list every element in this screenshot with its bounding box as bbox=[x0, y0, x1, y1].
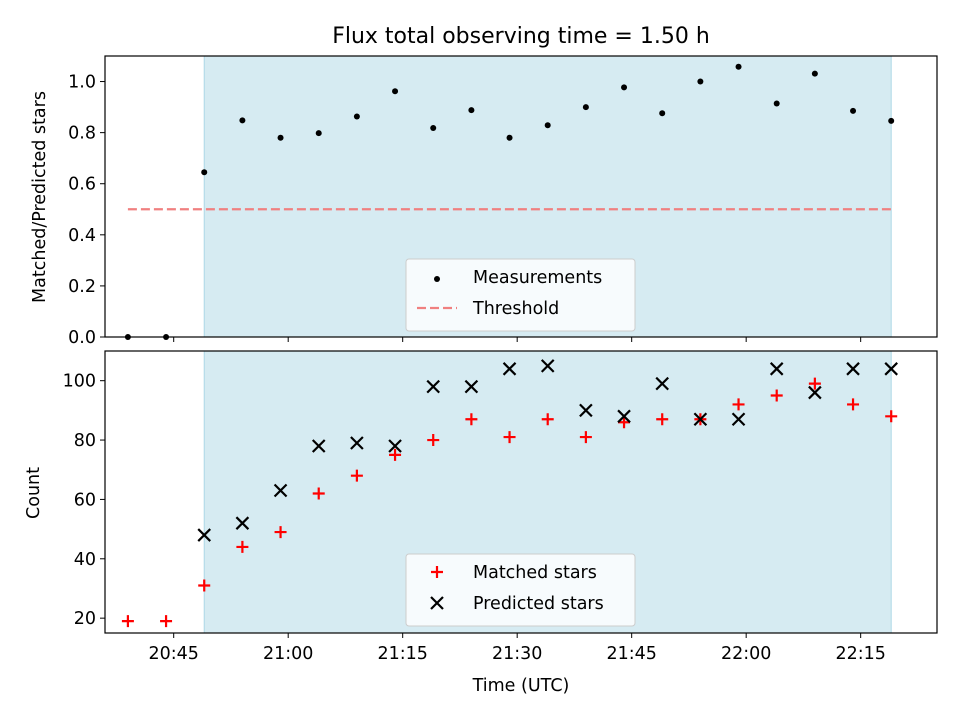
matched-star-point bbox=[465, 413, 478, 426]
legend-marker bbox=[431, 566, 443, 578]
predicted-star-point bbox=[808, 385, 822, 400]
y-tick-label: 100 bbox=[63, 372, 96, 392]
y-tick-label: 0.6 bbox=[68, 175, 96, 195]
bottom-panel: 20 40 60 80 100 20:45 21:00 21:15 21:30 21:45 22:0… bbox=[63, 350, 938, 664]
predicted-star-point bbox=[197, 528, 212, 542]
matched-star-point bbox=[236, 540, 249, 553]
x-axis-label: Time (UTC) bbox=[472, 676, 570, 696]
predicted-star-point bbox=[235, 516, 250, 530]
measurement-point bbox=[506, 134, 513, 141]
y-tick-label: 0.0 bbox=[68, 328, 96, 348]
matched-star-point bbox=[274, 526, 287, 539]
y-tick-label: 20 bbox=[74, 609, 96, 629]
legend-label: Threshold bbox=[472, 299, 559, 319]
top-panel: 0.0 0.2 0.4 0.6 0.8 1.0 Measurements Threshold bbox=[68, 55, 938, 348]
predicted-star-point bbox=[426, 379, 440, 394]
matched-star-point bbox=[198, 579, 211, 592]
predicted-star-point bbox=[731, 412, 746, 427]
measurement-point bbox=[201, 169, 208, 176]
matched-star-point bbox=[541, 413, 554, 426]
x-tick-label: 21:45 bbox=[606, 644, 656, 664]
x-tick-label: 22:00 bbox=[721, 644, 771, 664]
measurement-point bbox=[888, 117, 895, 124]
measurement-point bbox=[239, 117, 246, 124]
y-tick-label: 1.0 bbox=[68, 73, 96, 93]
matched-star-point bbox=[160, 615, 173, 628]
measurement-point bbox=[353, 113, 360, 120]
predicted-star-point bbox=[464, 379, 479, 394]
y-tick-label: 40 bbox=[74, 550, 96, 570]
axes-frame bbox=[104, 55, 938, 338]
predicted-star-point bbox=[311, 439, 326, 453]
measurement-point bbox=[697, 78, 704, 85]
matched-star-point bbox=[618, 416, 631, 429]
bottom-y-axis-label: Count bbox=[24, 467, 44, 519]
x-tick-label: 21:15 bbox=[377, 644, 427, 664]
predicted-star-point bbox=[884, 362, 898, 376]
y-tick-label: 60 bbox=[74, 490, 96, 510]
predicted-star-point bbox=[655, 376, 669, 391]
measurement-point bbox=[659, 110, 666, 117]
measurement-point bbox=[315, 130, 322, 137]
matched-star-point bbox=[579, 431, 592, 444]
measurement-point bbox=[850, 107, 857, 114]
predicted-star-point bbox=[846, 362, 860, 376]
predicted-star-point bbox=[540, 359, 555, 373]
legend-label: Measurements bbox=[473, 268, 602, 288]
matched-star-point bbox=[503, 431, 516, 444]
chart-title: Flux total observing time = 1.50 h bbox=[332, 24, 710, 49]
legend-marker bbox=[434, 276, 440, 282]
legend-label: Matched stars bbox=[473, 563, 597, 583]
matched-star-point bbox=[808, 377, 821, 390]
legend-box bbox=[405, 258, 636, 332]
predicted-star-point bbox=[273, 483, 288, 498]
y-tick-label: 80 bbox=[74, 431, 96, 451]
matched-star-point bbox=[656, 413, 669, 426]
predicted-star-point bbox=[693, 412, 708, 427]
matched-star-point bbox=[885, 410, 898, 423]
measurement-point bbox=[544, 122, 551, 129]
measurement-point bbox=[430, 125, 437, 132]
y-tick-label: 0.8 bbox=[68, 124, 96, 144]
predicted-star-point bbox=[579, 403, 593, 418]
x-tick-label: 21:30 bbox=[492, 644, 542, 664]
matched-star-point bbox=[847, 398, 860, 411]
measurement-point bbox=[773, 100, 780, 107]
measurement-point bbox=[735, 63, 742, 70]
legend-label: Predicted stars bbox=[473, 594, 604, 614]
measurement-point bbox=[468, 107, 475, 114]
y-tick-label: 0.4 bbox=[68, 226, 96, 246]
x-tick-label: 21:00 bbox=[263, 644, 313, 664]
matched-star-point bbox=[121, 615, 134, 628]
predicted-star-point bbox=[617, 409, 631, 424]
top-y-axis-label: Matched/Predicted stars bbox=[30, 91, 50, 303]
measurement-point bbox=[621, 84, 628, 91]
axes-frame bbox=[104, 350, 938, 634]
matched-star-point bbox=[350, 469, 363, 482]
predicted-star-point bbox=[769, 362, 784, 376]
matched-star-point bbox=[770, 389, 783, 402]
measurement-point bbox=[582, 104, 589, 111]
matched-star-point bbox=[312, 487, 325, 500]
measurement-point bbox=[811, 70, 818, 77]
x-tick-label: 22:15 bbox=[835, 644, 885, 664]
legend-marker bbox=[430, 596, 444, 610]
measurement-point bbox=[392, 88, 399, 95]
matched-star-point bbox=[389, 448, 402, 461]
matched-star-point bbox=[732, 398, 745, 411]
x-tick-label: 20:45 bbox=[148, 644, 198, 664]
matched-star-point bbox=[427, 434, 440, 447]
y-tick-label: 0.2 bbox=[68, 277, 96, 297]
predicted-star-point bbox=[350, 436, 364, 450]
predicted-star-point bbox=[502, 362, 517, 376]
measurement-point bbox=[277, 134, 284, 141]
legend-box bbox=[405, 553, 636, 627]
predicted-star-point bbox=[388, 439, 402, 453]
